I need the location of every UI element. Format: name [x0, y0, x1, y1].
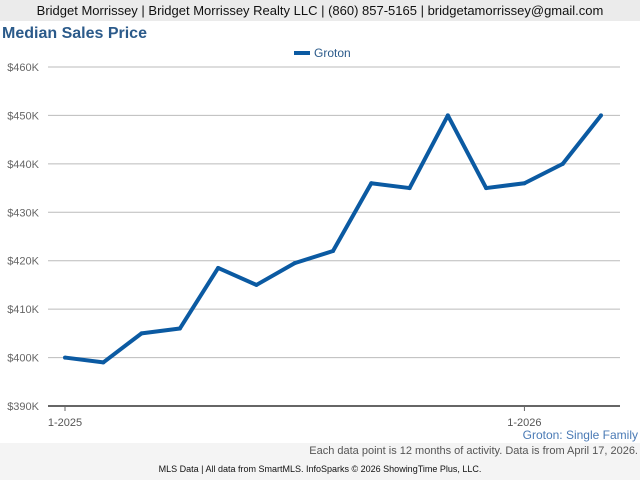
- data-point[interactable]: [63, 355, 67, 360]
- x-tick-label: 1-2026: [507, 417, 541, 429]
- data-point[interactable]: [560, 161, 565, 166]
- data-point[interactable]: [254, 282, 259, 287]
- series-line-groton: [64, 113, 603, 365]
- chart-subtitle: Groton: Single Family: [522, 428, 638, 442]
- contact-banner: Bridget Morrissey | Bridget Morrissey Re…: [0, 0, 640, 21]
- legend: Groton: [294, 46, 351, 60]
- y-tick-label: $390K: [7, 401, 39, 413]
- data-point[interactable]: [177, 326, 182, 331]
- y-tick-label: $460K: [7, 62, 39, 74]
- data-point[interactable]: [484, 186, 489, 191]
- legend-swatch: [294, 51, 310, 55]
- data-point[interactable]: [369, 181, 374, 186]
- credit-line: MLS Data | All data from SmartMLS. InfoS…: [158, 464, 482, 474]
- legend-label[interactable]: Groton: [314, 46, 351, 60]
- chart-title: Median Sales Price: [2, 25, 147, 42]
- data-point[interactable]: [522, 181, 527, 186]
- y-tick-label: $410K: [7, 304, 39, 316]
- y-tick-label: $450K: [7, 110, 39, 122]
- y-tick-label: $440K: [7, 159, 39, 171]
- data-note: Each data point is 12 months of activity…: [309, 445, 638, 457]
- data-point[interactable]: [139, 331, 144, 336]
- data-point[interactable]: [331, 249, 335, 254]
- y-tick-label: $420K: [7, 256, 39, 268]
- y-tick-label: $430K: [7, 207, 39, 219]
- data-point[interactable]: [216, 265, 221, 270]
- data-point[interactable]: [292, 261, 297, 266]
- data-point[interactable]: [445, 113, 450, 118]
- data-point[interactable]: [407, 186, 412, 191]
- data-point[interactable]: [599, 113, 603, 118]
- x-tick-label: 1-2025: [48, 417, 82, 429]
- y-tick-label: $400K: [7, 353, 39, 365]
- data-point[interactable]: [101, 360, 106, 365]
- footer-background: [0, 443, 640, 480]
